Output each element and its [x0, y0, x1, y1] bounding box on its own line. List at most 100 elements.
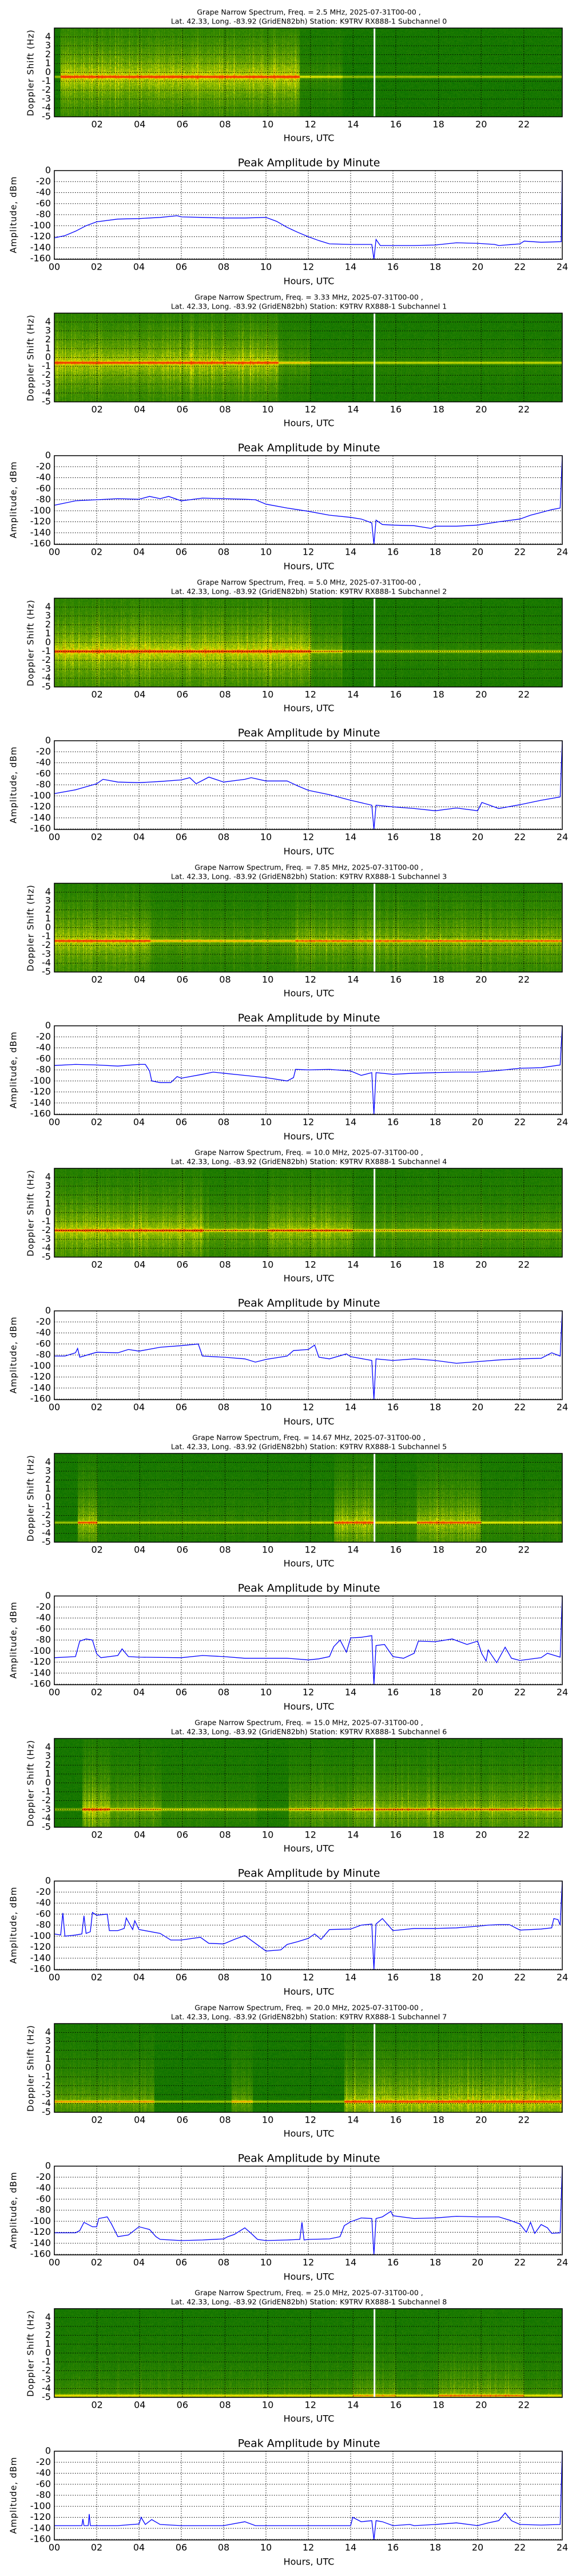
amplitude-x-tick-label: 16 [387, 1972, 399, 1983]
amplitude-frame [54, 455, 563, 545]
amplitude-x-tick-label: 02 [91, 1402, 102, 1413]
amplitude-y-tick-label: -60 [36, 1053, 51, 1064]
amplitude-y-tick-label: -120 [30, 231, 51, 242]
spectrogram-frame [54, 2308, 563, 2398]
spectrogram-x-tick-label: 18 [432, 119, 444, 130]
spectrogram-y-axis-label: Doppler Shift (Hz) [26, 29, 36, 116]
spectrogram-x-tick-label: 10 [262, 2115, 273, 2125]
amplitude-frame [54, 740, 563, 830]
amplitude-x-tick-label: 02 [91, 832, 102, 843]
spectrogram-y-tick-label: 1 [45, 913, 51, 924]
amplitude-y-tick-label: -40 [36, 472, 51, 483]
spectrogram-y-tick-label: -3 [42, 2089, 51, 2100]
amplitude-x-tick-label: 08 [218, 1687, 229, 1698]
amplitude-y-tick-label: -80 [36, 2204, 51, 2215]
spectrogram-x-tick-label: 14 [347, 119, 359, 130]
amplitude-y-tick-label: -40 [36, 1612, 51, 1623]
spectrogram-y-tick-label: -4 [42, 1812, 51, 1823]
spectrogram-y-axis-label: Doppler Shift (Hz) [26, 1740, 36, 1827]
spectrogram-y-tick-label: 4 [45, 1741, 51, 1752]
amplitude-x-tick-label: 20 [472, 1687, 483, 1698]
spectrogram-y-tick-label: 1 [45, 343, 51, 354]
amplitude-x-tick-label: 06 [176, 1402, 187, 1413]
spectrogram-x-tick-label: 02 [91, 689, 102, 700]
spectrogram-y-tick-label: -3 [42, 663, 51, 674]
amplitude-y-tick-label: 0 [45, 450, 51, 461]
spectrogram-x-tick-label: 12 [305, 974, 316, 985]
spectrogram-x-tick-label: 22 [518, 404, 530, 415]
spectrogram-x-tick-label: 22 [518, 119, 530, 130]
spectrogram-y-tick-label: -1 [42, 2356, 51, 2367]
amplitude-y-tick-label: -60 [36, 768, 51, 779]
spectrogram-y-tick-label: -5 [42, 1251, 51, 1262]
data-gap-marker [374, 883, 376, 972]
spectrogram-x-tick-label: 18 [432, 689, 444, 700]
spectrogram-y-tick-label: -1 [42, 361, 51, 372]
amplitude-y-axis-label: Amplitude, dBm [9, 1317, 19, 1394]
amplitude-x-tick-label: 18 [430, 262, 441, 272]
amplitude-y-tick-label: -120 [30, 2511, 51, 2522]
amplitude-y-tick-label: -20 [36, 746, 51, 757]
subchannel-panel: Grape Narrow Spectrum, Freq. = 7.85 MHz,… [0, 855, 572, 1141]
amplitude-y-tick-label: -80 [36, 1064, 51, 1075]
amplitude-x-axis-label: Hours, UTC [284, 276, 335, 286]
spectrogram-x-tick-label: 16 [390, 1830, 402, 1840]
spectrogram-x-axis-label: Hours, UTC [284, 703, 335, 714]
data-gap-marker [374, 1168, 376, 1257]
amplitude-series-line [54, 740, 563, 830]
amplitude-frame [54, 2451, 563, 2541]
amplitude-y-tick-label: -100 [30, 2500, 51, 2511]
amplitude-y-tick-label: -120 [30, 1941, 51, 1952]
spectrogram-x-tick-label: 20 [475, 1544, 487, 1555]
spectrogram-x-tick-label: 22 [518, 974, 530, 985]
amplitude-x-tick-label: 02 [91, 1687, 102, 1698]
spectrogram-y-tick-label: -3 [42, 1234, 51, 1244]
spectrogram-y-tick-label: -3 [42, 2374, 51, 2385]
spectrogram-x-tick-label: 08 [219, 1259, 231, 1270]
amplitude-title: Peak Amplitude by Minute [238, 1012, 380, 1025]
amplitude-x-axis-label: Hours, UTC [284, 1986, 335, 1996]
spectrogram-y-axis-label: Doppler Shift (Hz) [26, 2025, 36, 2112]
amplitude-y-tick-label: -40 [36, 2182, 51, 2193]
amplitude-x-tick-label: 22 [514, 2257, 526, 2268]
subchannel-panel: Grape Narrow Spectrum, Freq. = 10.0 MHz,… [0, 1140, 572, 1426]
spectrogram-x-tick-label: 02 [91, 404, 102, 415]
spectrogram-y-tick-label: -2 [42, 369, 51, 380]
data-gap-marker [374, 2024, 376, 2112]
spectrogram-x-tick-label: 20 [475, 404, 487, 415]
spectrogram-title-line2: Lat. 42.33, Long. -83.92 (GridEN82bh) St… [171, 17, 447, 26]
amplitude-x-tick-label: 02 [91, 547, 102, 558]
spectrogram-y-tick-label: 0 [45, 2347, 51, 2358]
spectrogram-x-tick-label: 22 [518, 1544, 530, 1555]
spectrogram-title-line1: Grape Narrow Spectrum, Freq. = 25.0 MHz,… [194, 2289, 423, 2297]
spectrogram-y-tick-label: -5 [42, 111, 51, 122]
spectrogram-y-tick-label: -1 [42, 76, 51, 86]
amplitude-x-tick-label: 00 [49, 2257, 60, 2268]
spectrogram-frame [54, 598, 563, 688]
amplitude-x-tick-label: 04 [133, 547, 145, 558]
amplitude-x-tick-label: 18 [430, 832, 441, 843]
amplitude-x-tick-label: 18 [430, 1117, 441, 1128]
spectrogram-x-tick-label: 06 [177, 689, 188, 700]
amplitude-x-tick-label: 02 [91, 262, 102, 272]
data-gap-marker [374, 313, 376, 402]
spectrogram-y-tick-label: 4 [45, 601, 51, 612]
spectrogram-y-axis-label: Doppler Shift (Hz) [26, 314, 36, 401]
subchannel-panel: Grape Narrow Spectrum, Freq. = 3.33 MHz,… [0, 285, 572, 571]
spectrogram-x-tick-label: 22 [518, 2115, 530, 2125]
amplitude-x-tick-label: 08 [218, 262, 229, 272]
spectrogram-x-tick-label: 20 [475, 2115, 487, 2125]
spectrogram-y-axis-label: Doppler Shift (Hz) [26, 884, 36, 971]
spectrogram-y-tick-label: 0 [45, 922, 51, 933]
amplitude-x-axis-label: Hours, UTC [284, 1131, 335, 1141]
spectrogram-x-tick-label: 04 [134, 404, 145, 415]
amplitude-x-tick-label: 22 [514, 547, 526, 558]
amplitude-y-tick-label: -140 [30, 1952, 51, 1963]
amplitude-x-tick-label: 22 [514, 1972, 526, 1983]
amplitude-y-tick-label: 0 [45, 735, 51, 746]
spectrogram-x-tick-label: 02 [91, 2115, 102, 2125]
amplitude-x-tick-label: 10 [260, 1402, 272, 1413]
subchannel-axes: Grape Narrow Spectrum, Freq. = 14.67 MHz… [9, 1433, 569, 1711]
amplitude-x-tick-label: 14 [345, 1117, 356, 1128]
spectrogram-y-tick-label: 0 [45, 66, 51, 77]
